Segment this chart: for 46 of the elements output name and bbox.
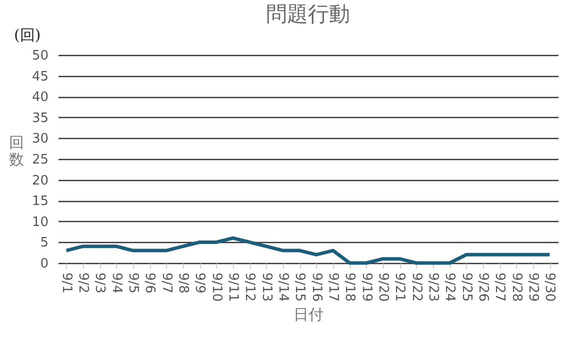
y-tick-label: 10 <box>32 214 48 230</box>
y-tick-label: 15 <box>32 194 48 210</box>
y-tick-label: 30 <box>32 132 48 147</box>
x-tick-label: 9/1 <box>58 272 74 294</box>
y-tick-label: 25 <box>32 152 48 168</box>
x-tick-label: 9/16 <box>308 272 324 302</box>
x-tick-label: 9/7 <box>158 272 174 294</box>
y-tick-label: 35 <box>32 110 48 126</box>
x-tick-label: 9/29 <box>526 272 540 302</box>
x-tick-label: 9/3 <box>92 272 108 294</box>
y-tick-label: 0 <box>40 256 48 272</box>
x-tick-label: 9/14 <box>276 272 290 302</box>
x-tick-label: 9/9 <box>192 272 208 294</box>
text: (回) <box>14 26 41 45</box>
x-tick-label: 9/30 <box>542 272 558 302</box>
x-tick-label: 9/6 <box>142 272 158 294</box>
x-tick-label: 9/12 <box>242 272 258 302</box>
y-tick-label: 50 <box>32 48 48 64</box>
y-tick-label: 5 <box>40 236 48 251</box>
chart-title: 問題行動 <box>266 2 350 26</box>
x-tick-label: 9/8 <box>176 272 190 294</box>
x-tick-label: 9/24 <box>442 272 458 302</box>
x-tick-label: 9/2 <box>76 272 90 294</box>
y-tick-label: 40 <box>32 90 48 106</box>
x-tick-label: 9/25 <box>458 272 474 302</box>
x-tick-label: 9/10 <box>208 272 224 302</box>
x-tick-label: 9/19 <box>358 272 374 302</box>
x-tick-label: 9/5 <box>126 272 140 294</box>
x-axis-title: 日付 <box>294 306 324 324</box>
x-tick-label: 9/15 <box>292 272 308 302</box>
y-tick-label: 45 <box>32 69 48 84</box>
line-series <box>64 236 552 265</box>
x-tick-label: 9/23 <box>426 272 440 302</box>
x-tick-label: 9/21 <box>392 272 408 302</box>
x-tick-label: 9/28 <box>508 272 524 302</box>
x-tick-label: 9/22 <box>408 272 424 302</box>
x-tick-label: 9/11 <box>226 272 240 302</box>
x-tick-label: 9/18 <box>342 272 358 302</box>
y-axis-title: 回数 <box>9 134 24 168</box>
x-tick-label: 9/27 <box>492 272 508 302</box>
x-tick-label: 9/20 <box>376 272 390 302</box>
x-tick-label: 9/13 <box>258 272 274 302</box>
x-tick-label: 9/17 <box>326 272 340 302</box>
x-tick-label: 9/4 <box>108 272 124 294</box>
y-tick-label: 20 <box>32 173 48 188</box>
x-tick-label: 9/26 <box>476 272 490 302</box>
